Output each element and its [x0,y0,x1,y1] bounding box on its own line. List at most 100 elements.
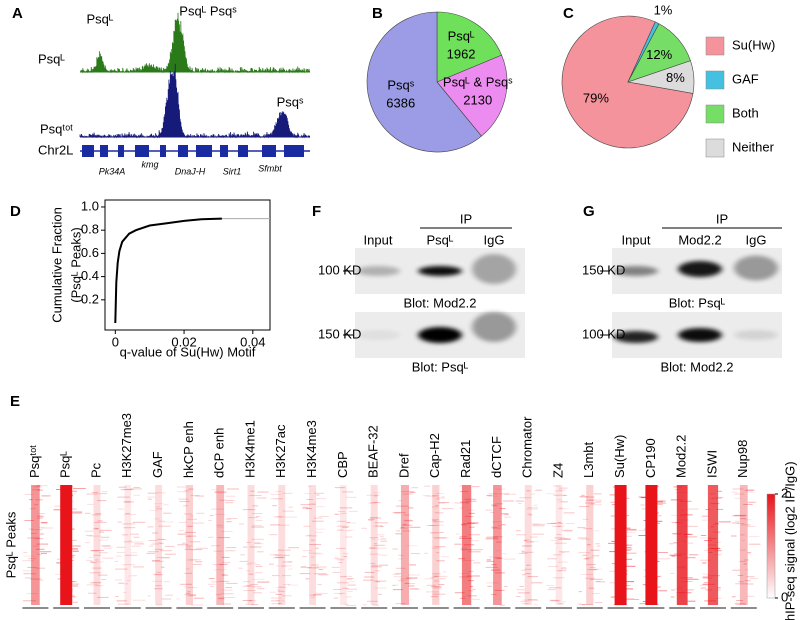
heatmap-noise [640,497,649,498]
heatmap-noise [183,586,187,588]
heatmap-stripe [614,485,627,605]
heatmap-noise [147,595,151,597]
heatmap-noise [468,551,481,553]
heatmap-noise [242,600,253,601]
heatmap-noise [270,493,281,495]
column-label: ISWI [704,450,719,478]
heatmap-noise [115,568,128,570]
blot-band [356,330,400,340]
heatmap-noise [133,566,145,568]
heatmap-noise [148,498,152,500]
peak-label: Psqᴸ [87,11,114,26]
heatmap-noise [218,580,230,582]
heatmap-noise [583,558,589,560]
legend-label: Su(Hw) [732,37,775,52]
heatmap-noise [193,597,204,599]
heatmap-noise [149,545,153,547]
heatmap-noise [155,585,162,587]
heatmap-noise [409,588,419,590]
column-label: Rad21 [458,440,473,478]
heatmap-noise [718,521,731,523]
heatmap-noise [747,553,751,555]
heatmap-noise [91,514,101,516]
heatmap-noise [378,564,388,566]
heatmap-noise [27,537,40,539]
heatmap-noise [308,503,316,505]
heatmap-noise [208,578,215,579]
heatmap-noise [375,547,387,549]
heatmap-noise [410,588,420,590]
heatmap-noise [522,599,527,601]
heatmap-noise [115,579,122,581]
heatmap-noise [561,567,567,569]
heatmap-noise [159,542,164,544]
heatmap-noise [658,515,662,517]
heatmap-noise [22,560,34,562]
heatmap-noise [273,516,285,518]
heatmap-noise [239,523,244,525]
heatmap-noise [282,575,291,577]
heatmap-noise [217,598,225,600]
heatmap-noise [401,491,414,493]
heatmap-noise [687,508,699,510]
heatmap-noise [188,488,194,490]
x-tick-label: 0.04 [240,334,265,349]
heatmap-noise [376,581,380,583]
heatmap-noise [700,587,707,589]
heatmap-noise [641,508,647,510]
heatmap-noise [717,587,721,589]
heatmap-noise [589,504,602,506]
heatmap-noise [154,574,163,576]
heatmap-noise [123,541,130,543]
heatmap-noise [91,492,99,493]
heatmap-noise [163,504,169,506]
heatmap-noise [217,537,231,539]
heatmap-noise [334,556,338,558]
heatmap-noise [276,589,280,591]
heatmap-noise [746,525,755,527]
heatmap-noise [586,499,595,501]
lane-label: Input [622,232,651,247]
heatmap-noise [213,550,223,552]
heatmap-noise [72,601,78,603]
heatmap-noise [734,602,745,604]
heatmap-noise [503,558,516,560]
heatmap-noise [34,504,38,506]
heatmap-noise [546,493,556,495]
heatmap-noise [527,513,531,515]
heatmap-noise [128,540,132,542]
heatmap-noise [702,573,710,575]
heatmap-noise [207,583,216,585]
pie-slice [436,11,503,83]
heatmap-noise [221,556,230,558]
heatmap-noise [70,583,79,585]
heatmap-noise [39,551,52,553]
heatmap-noise [502,500,514,502]
heatmap-noise [91,550,104,551]
heatmap-noise [341,512,347,514]
heatmap-noise [577,602,582,604]
heatmap-noise [162,521,174,523]
heatmap-noise [734,497,742,499]
heatmap-noise [277,590,285,592]
heatmap-noise [402,523,407,525]
heatmap-noise [517,592,530,594]
heatmap-noise [26,593,38,595]
heatmap-noise [521,603,529,605]
heatmap-noise [458,485,463,487]
heatmap-noise [522,574,526,576]
column-label: H3K27me3 [119,413,134,478]
heatmap-noise [225,587,233,588]
heatmap-noise [595,530,599,532]
lane-label: Psqᴸ [427,232,454,247]
panel-letter: G [583,203,595,220]
heatmap-noise [311,564,319,566]
heatmap-noise [733,515,747,517]
heatmap-noise [125,513,130,514]
heatmap-noise [95,559,99,561]
heatmap-noise [626,599,640,600]
heatmap-noise [737,523,745,524]
heatmap-noise [704,549,712,551]
y-axis-label: (Psqᴸ Peaks) [68,227,83,302]
heatmap-noise [305,535,318,537]
